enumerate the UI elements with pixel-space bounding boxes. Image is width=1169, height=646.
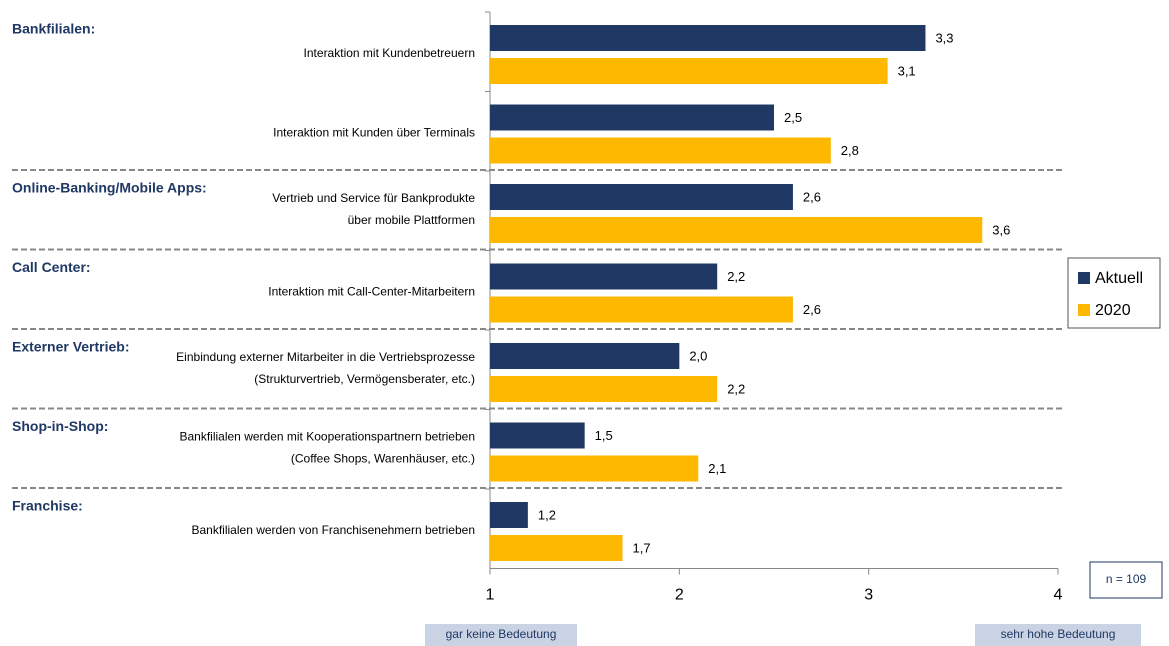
value-label: 3,1 (898, 63, 916, 78)
value-label: 2,6 (803, 189, 821, 204)
bar (490, 535, 623, 561)
bar (490, 137, 831, 164)
bar (490, 502, 528, 528)
group-label: Bankfilialen: (12, 21, 95, 37)
group-label: Shop-in-Shop: (12, 418, 108, 434)
category-label: Interaktion mit Kunden über Terminals (273, 126, 475, 140)
legend-label: 2020 (1095, 302, 1131, 319)
note-box (1089, 561, 1163, 599)
x-tick-label: 3 (864, 587, 873, 604)
value-label: 2,0 (689, 348, 707, 363)
bar (490, 104, 774, 131)
x-tick-label: 4 (1054, 587, 1063, 604)
legend-label: Aktuell (1095, 270, 1143, 287)
category-label: Bankfilialen werden mit Kooperationspart… (179, 430, 475, 444)
high-label: sehr hohe Bedeutung (1001, 627, 1116, 641)
value-label: 3,6 (992, 222, 1010, 237)
category-label: Einbindung externer Mitarbeiter in die V… (176, 350, 475, 364)
low-label: gar keine Bedeutung (446, 627, 557, 641)
value-label: 2,2 (727, 381, 745, 396)
value-label: 1,2 (538, 507, 556, 522)
value-label: 1,7 (633, 540, 651, 555)
category-label: Interaktion mit Call-Center-Mitarbeitern (268, 285, 475, 299)
bar (490, 422, 585, 449)
category-label: Vertrieb und Service für Bankprodukte (272, 191, 475, 205)
legend-box (1067, 257, 1161, 329)
category-label: (Coffee Shops, Warenhäuser, etc.) (291, 452, 475, 466)
group-label: Franchise: (12, 498, 83, 514)
category-label: Bankfilialen werden von Franchisenehmern… (192, 523, 476, 537)
bar (490, 217, 983, 243)
sample-size: n = 109 (1106, 572, 1147, 586)
value-label: 2,5 (784, 110, 802, 125)
group-label: Call Center: (12, 259, 91, 275)
group-label: Externer Vertrieb: (12, 339, 130, 355)
category-label: Interaktion mit Kundenbetreuern (304, 46, 475, 60)
value-label: 2,1 (708, 461, 726, 476)
x-tick-label: 2 (675, 587, 684, 604)
category-label: über mobile Plattformen (348, 213, 475, 227)
group-label: Online-Banking/Mobile Apps: (12, 180, 207, 196)
legend-swatch (1078, 272, 1090, 284)
bar (490, 455, 699, 482)
low-label-box (425, 624, 577, 646)
category-label: (Strukturvertrieb, Vermögensberater, etc… (254, 372, 475, 386)
value-label: 2,2 (727, 269, 745, 284)
value-label: 2,8 (841, 143, 859, 158)
x-tick-label: 1 (486, 587, 495, 604)
high-label-box (975, 624, 1141, 646)
bar (490, 343, 680, 369)
bar (490, 184, 793, 210)
bar (490, 296, 793, 323)
value-label: 1,5 (595, 428, 613, 443)
bar (490, 25, 926, 51)
legend-swatch (1078, 304, 1090, 316)
bar (490, 376, 718, 402)
bar (490, 263, 718, 290)
value-label: 2,6 (803, 302, 821, 317)
value-label: 3,3 (935, 30, 953, 45)
bar (490, 58, 888, 84)
